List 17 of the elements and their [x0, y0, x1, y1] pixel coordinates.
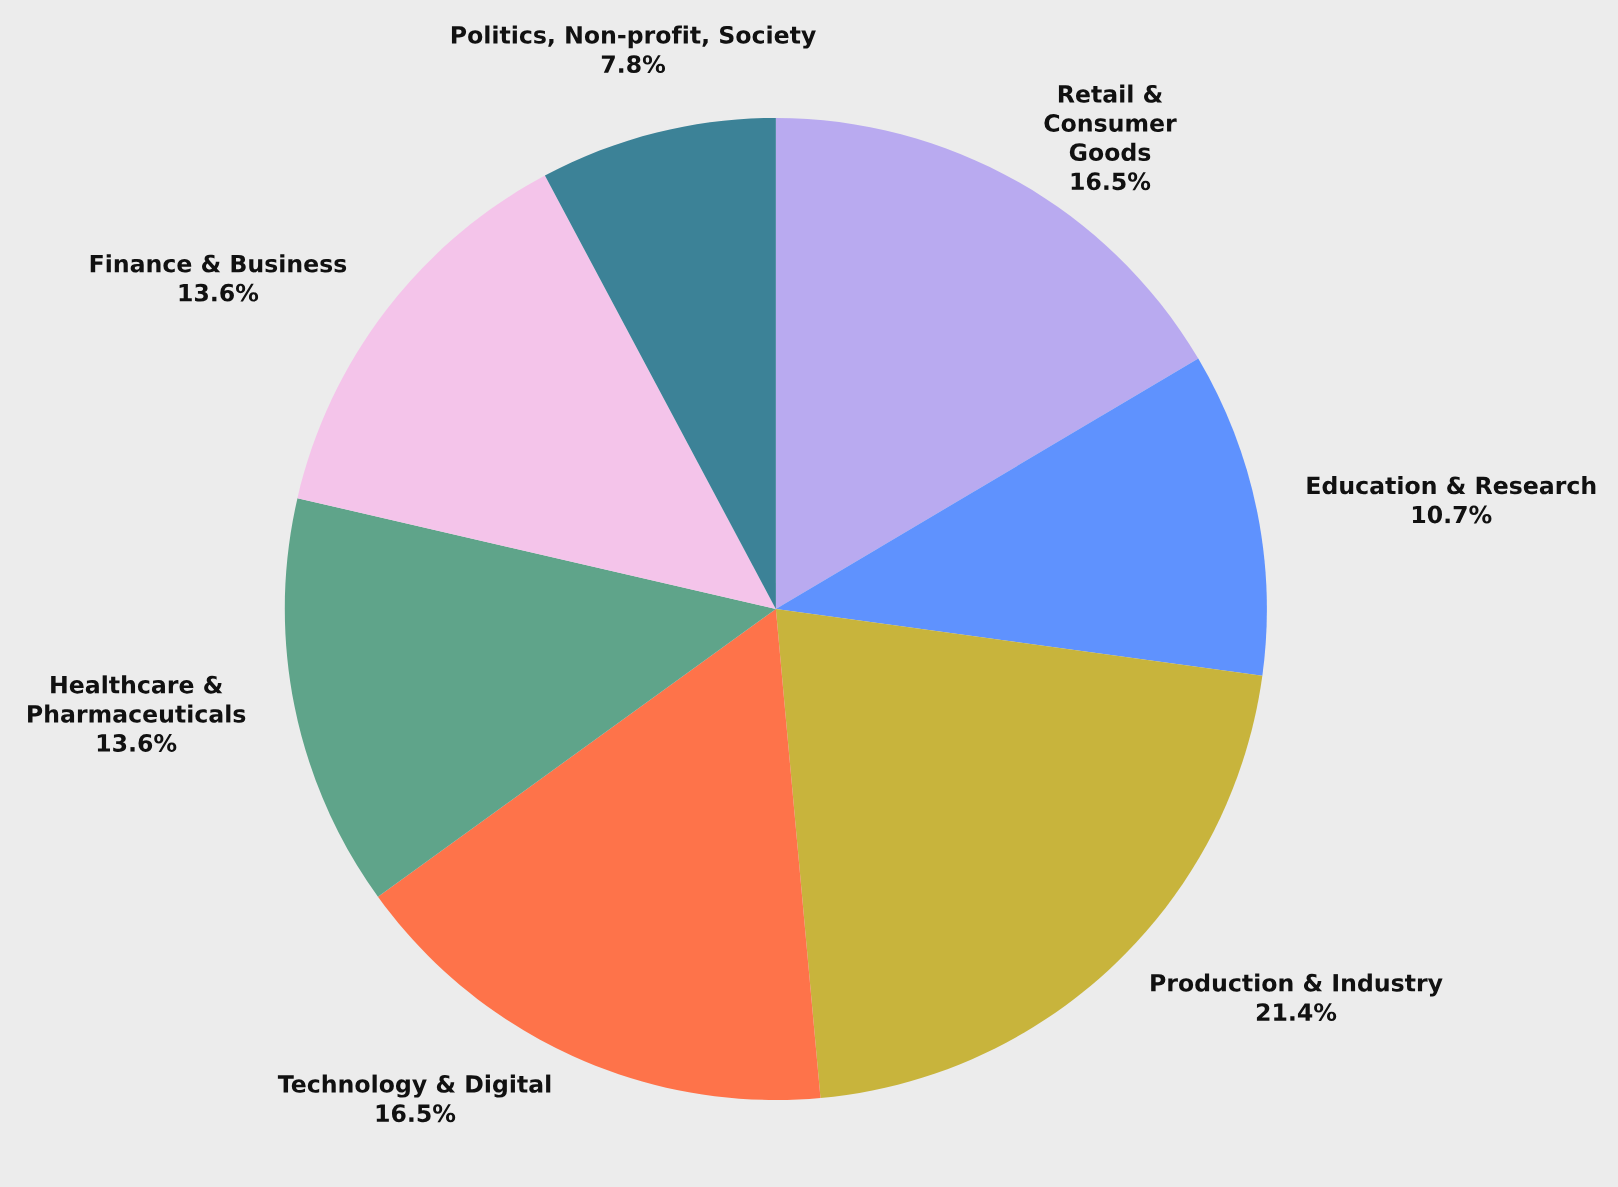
slice-label: Finance & Business: [90, 254, 347, 273]
slice-label: Healthcare & Pharmaceuticals: [28, 675, 246, 723]
slice-label: Production & Industry: [1151, 973, 1443, 997]
slice-label: Technology & Digital: [277, 1074, 551, 1098]
slice-label: Politics, Non-profit, Society: [451, 25, 816, 49]
pie-slice: [544, 117, 776, 609]
pie-slice: [284, 498, 776, 897]
slice-label: Education & Research: [1307, 476, 1596, 495]
pie-slice: [775, 358, 1267, 676]
data-label: 16.5%: [376, 1104, 456, 1123]
data-label: 7.8%: [601, 55, 666, 74]
data-label: 13.6%: [179, 283, 259, 302]
data-label: 10.7%: [1412, 505, 1492, 524]
slice-label: Retail & Consumer Goods: [1044, 84, 1177, 162]
data-label: 21.4%: [1256, 1003, 1337, 1022]
data-label: 16.5%: [1071, 172, 1151, 191]
data-label: 13.6%: [97, 734, 177, 752]
